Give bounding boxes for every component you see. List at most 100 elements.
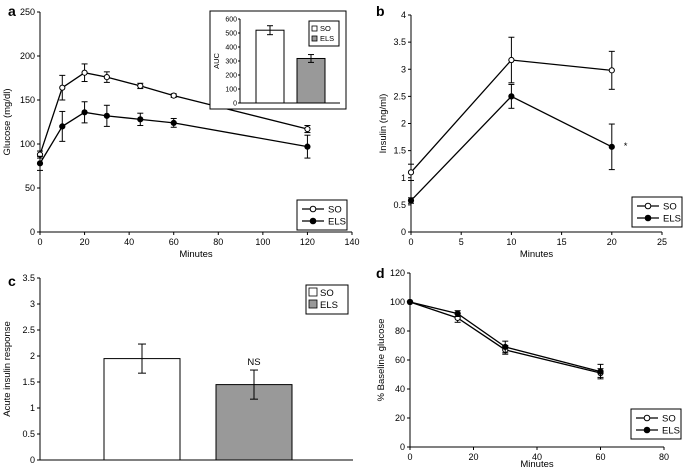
data-point-so	[508, 56, 515, 64]
bar-so	[103, 358, 181, 461]
y-axis-label: Acute insulin response	[2, 321, 13, 417]
bar-so	[255, 29, 285, 104]
significance-star: *	[624, 141, 628, 152]
y-tick-label: 20	[395, 413, 405, 423]
y-tick-label: 1.5	[22, 377, 35, 387]
x-axis-label: Minutes	[520, 459, 554, 470]
legend-marker	[309, 205, 317, 213]
data-point-els	[454, 310, 461, 317]
legend-label-so: SO	[320, 288, 334, 299]
y-tick-label: 1	[30, 403, 35, 413]
x-tick-label: 100	[255, 237, 270, 247]
legend-marker	[309, 217, 317, 225]
x-tick-label: 60	[595, 452, 605, 462]
y-tick-label: 2	[401, 119, 406, 129]
legend-box-d	[630, 408, 682, 440]
x-tick-label: 40	[532, 452, 542, 462]
x-axis-label: Minutes	[520, 249, 554, 260]
y-tick-label: 4	[401, 10, 406, 20]
panel-label-c: c	[8, 273, 16, 289]
data-point-els	[508, 93, 515, 100]
data-point-els	[407, 197, 415, 204]
x-tick-label: 20	[607, 237, 617, 247]
panel-b: b 0 0.5 1 1.5 2 2.5 3 3.5 4 0 5 10 15 20 25 Insulin (ng/…	[376, 3, 683, 260]
y-tick-label: 2.5	[393, 91, 406, 101]
inset-y-tick-label: 100	[225, 87, 237, 94]
data-point-so	[103, 74, 110, 81]
series-line-so	[409, 301, 601, 374]
y-tick-label: 1	[401, 173, 406, 183]
bar-annotation: NS	[247, 357, 260, 368]
legend-marker	[644, 214, 652, 222]
y-tick-label: 3.5	[393, 37, 406, 47]
data-point-els	[59, 123, 66, 130]
legend-label-els: ELS	[662, 426, 680, 437]
bar-annotation: *	[309, 42, 313, 52]
y-tick-label: 50	[25, 183, 35, 193]
y-tick-label: 1.5	[393, 146, 406, 156]
legend-box-a-inset	[308, 20, 340, 47]
data-point-els	[81, 109, 88, 116]
series-line-els	[410, 95, 613, 201]
y-axis-label: Glucose (mg/dl)	[2, 88, 13, 155]
data-point-so	[170, 92, 177, 99]
y-tick-label: 0	[30, 455, 35, 465]
y-tick-label: 200	[20, 51, 35, 61]
x-tick-label: 80	[659, 452, 669, 462]
legend-marker	[643, 426, 651, 434]
x-tick-label: 20	[80, 237, 90, 247]
y-tick-label: 3	[30, 299, 35, 309]
legend-label-so: SO	[662, 414, 676, 425]
y-tick-label: 100	[390, 297, 405, 307]
y-tick-label: 150	[20, 95, 35, 105]
x-axis-label: Minutes	[179, 249, 213, 260]
data-point-els	[406, 298, 414, 306]
panel-label-b: b	[376, 3, 385, 19]
y-tick-label: 2.5	[22, 325, 35, 335]
legend-box-a	[296, 199, 348, 231]
inset-y-tick-label: 600	[225, 17, 237, 24]
panel-label-a: a	[8, 3, 16, 19]
inset-y-tick-label: 200	[225, 73, 237, 80]
y-axis-label: % Baseline glucose	[376, 319, 387, 402]
data-point-so	[137, 82, 144, 90]
legend-swatch	[308, 287, 318, 297]
data-point-els	[597, 368, 604, 375]
data-point-so	[407, 169, 415, 176]
panel-c: c 0 0.5 1 1.5 2 2.5 3 3.5 Acute insulin response N…	[2, 273, 353, 465]
x-tick-label: 120	[300, 237, 315, 247]
x-tick-label: 140	[344, 237, 359, 247]
x-tick-label: 0	[407, 452, 412, 462]
data-point-els	[103, 112, 110, 119]
x-tick-label: 80	[213, 237, 223, 247]
data-point-els	[304, 143, 311, 150]
legend-swatch	[311, 25, 318, 32]
y-tick-label: 0.5	[393, 200, 406, 210]
panel-a: a 0 50 100 150 200 250 0 20 40 60 80 100 120 140 Glucos…	[2, 3, 360, 260]
legend-marker	[644, 202, 652, 210]
data-point-so	[304, 125, 311, 133]
y-tick-label: 0.5	[22, 429, 35, 439]
x-tick-label: 0	[408, 237, 413, 247]
legend-label-els: ELS	[663, 214, 681, 225]
y-tick-label: 80	[395, 326, 405, 336]
legend-swatch	[311, 35, 318, 42]
x-tick-label: 20	[468, 452, 478, 462]
y-tick-label: 0	[400, 442, 405, 452]
data-point-so	[59, 84, 66, 91]
y-tick-label: 3	[401, 64, 406, 74]
bar-els	[296, 57, 326, 104]
data-point-so	[81, 69, 88, 76]
legend-label-els: ELS	[320, 34, 334, 43]
y-axis-label: Insulin (ng/ml)	[378, 94, 389, 154]
data-point-els	[137, 116, 144, 123]
inset-y-tick-label: 300	[225, 59, 237, 66]
x-tick-label: 40	[124, 237, 134, 247]
legend-label-so: SO	[328, 205, 342, 216]
x-tick-label: 15	[557, 237, 567, 247]
panel-d: d 0 20 40 60 80 100 120 0 20 40 60 80 % Baseline gluc…	[376, 265, 682, 470]
legend-label-els: ELS	[320, 300, 338, 311]
data-point-els	[502, 343, 509, 351]
